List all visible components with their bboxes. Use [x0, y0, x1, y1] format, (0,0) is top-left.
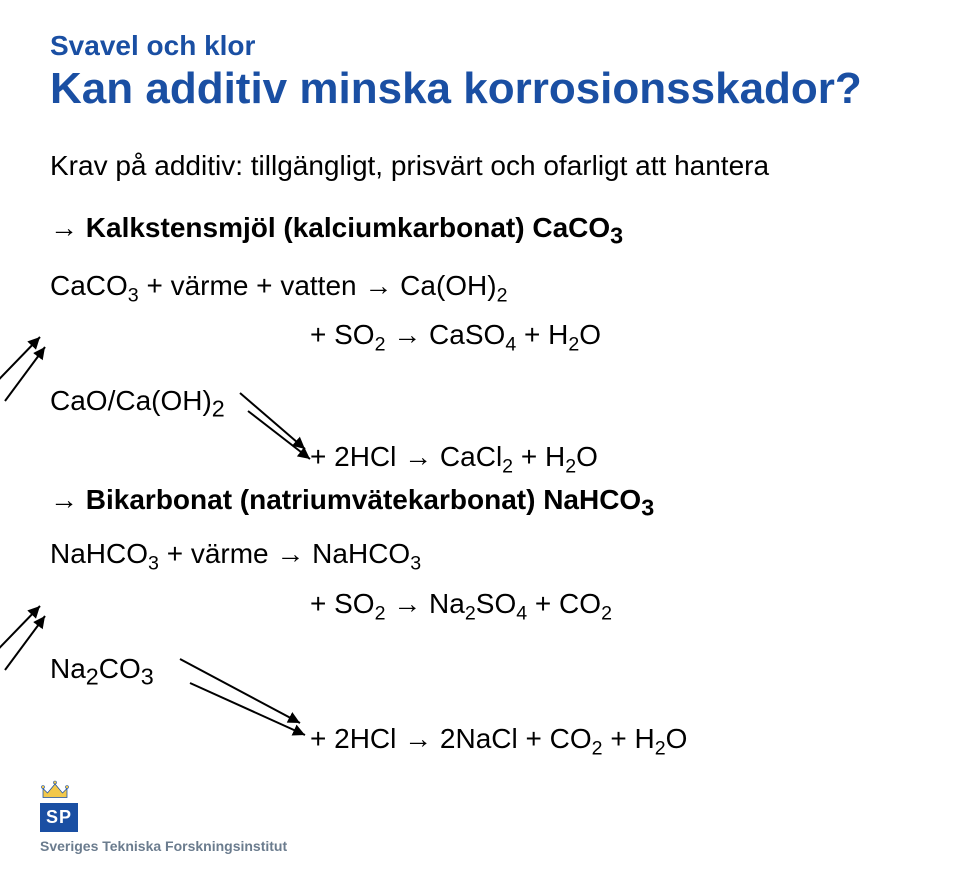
section1-heading: → Kalkstensmjöl (kalciumkarbonat) CaCO3 [50, 212, 910, 250]
section2-line2: + SO2 → Na2SO4 + CO2 [50, 588, 910, 626]
sp-box: SP [40, 803, 78, 832]
s2-label-a-sub: 2 [86, 664, 99, 690]
s2l3-b: + H [603, 723, 655, 754]
s2l2-d-sub: 2 [601, 602, 612, 624]
s2l2-c: SO [476, 588, 516, 619]
s2l1-a: NaHCO [50, 538, 148, 569]
s1l3-a: + 2HCl → CaCl [310, 441, 502, 472]
section2-middle: Na2CO3 [50, 639, 910, 699]
s2l2-c-sub: 4 [516, 602, 527, 624]
section2-label: Na2CO3 [50, 653, 154, 691]
section2-heading: → Bikarbonat (natriumvätekarbonat) NaHCO… [50, 484, 910, 522]
s1l3-b: + H [513, 441, 565, 472]
slide-page: Svavel och klor Kan additiv minska korro… [0, 0, 960, 880]
s1l2-d: O [579, 319, 601, 350]
s1l1-a-sub: 3 [128, 284, 139, 306]
section1-line3: + 2HCl → CaCl2 + H2O [50, 441, 910, 479]
s1l2-c-sub: 2 [568, 334, 579, 356]
s1l1-a: CaCO [50, 270, 128, 301]
s2-label-b: CO [99, 653, 141, 684]
footer-logo: SP Sveriges Tekniska Forskningsinstitut [40, 779, 287, 854]
s1l3-c: O [576, 441, 598, 472]
s2l3-c: O [666, 723, 688, 754]
s1l1-b: + värme + vatten → Ca(OH) [139, 270, 497, 301]
s1l2-b: → CaSO [386, 319, 506, 350]
section2-line3: + 2HCl → 2NaCl + CO2 + H2O [50, 723, 910, 761]
section1-heading-text: → Kalkstensmjöl (kalciumkarbonat) CaCO [50, 212, 610, 243]
section1-line2: + SO2 → CaSO4 + H2O [50, 319, 910, 357]
section2-line1: NaHCO3 + värme → NaHCO3 [50, 538, 910, 576]
crown-icon [40, 779, 70, 801]
s2l2-d: + CO [527, 588, 601, 619]
s2l2-b: → Na [386, 588, 465, 619]
subtitle: Krav på additiv: tillgängligt, prisvärt … [50, 150, 910, 182]
s2l3-a-sub: 2 [592, 738, 603, 760]
footer-org: Sveriges Tekniska Forskningsinstitut [40, 838, 287, 854]
s2l1-b-sub: 3 [410, 553, 421, 575]
s2l2-b-sub: 2 [465, 602, 476, 624]
s2-label-b-sub: 3 [141, 664, 154, 690]
s2l3-b-sub: 2 [655, 738, 666, 760]
section1-heading-sub: 3 [610, 223, 623, 249]
s1l3-a-sub: 2 [502, 455, 513, 477]
section1-label: CaO/Ca(OH)2 [50, 385, 225, 423]
eyebrow: Svavel och klor [50, 30, 910, 62]
s1l2-c: + H [516, 319, 568, 350]
s2l2-a-sub: 2 [375, 602, 386, 624]
s1l3-b-sub: 2 [565, 455, 576, 477]
s2-label-a: Na [50, 653, 86, 684]
s1-label-a-sub: 2 [212, 395, 225, 421]
s1-label-a: CaO/Ca(OH) [50, 385, 212, 416]
page-title: Kan additiv minska korrosionsskador? [50, 64, 910, 114]
s2l3-a: + 2HCl → 2NaCl + CO [310, 723, 592, 754]
section2-heading-sub: 3 [641, 495, 654, 521]
section1-middle: CaO/Ca(OH)2 [50, 371, 910, 431]
s2l1-a-sub: 3 [148, 553, 159, 575]
section2-heading-text: → Bikarbonat (natriumvätekarbonat) NaHCO [50, 484, 641, 515]
s1l2-a-sub: 2 [375, 334, 386, 356]
section1-line1: CaCO3 + värme + vatten → Ca(OH)2 [50, 270, 910, 308]
s2l2-a: + SO [310, 588, 375, 619]
s2l1-b: + värme → NaHCO [159, 538, 410, 569]
s1l1-b-sub: 2 [497, 284, 508, 306]
s1l2-a: + SO [310, 319, 375, 350]
s1l2-b-sub: 4 [505, 334, 516, 356]
